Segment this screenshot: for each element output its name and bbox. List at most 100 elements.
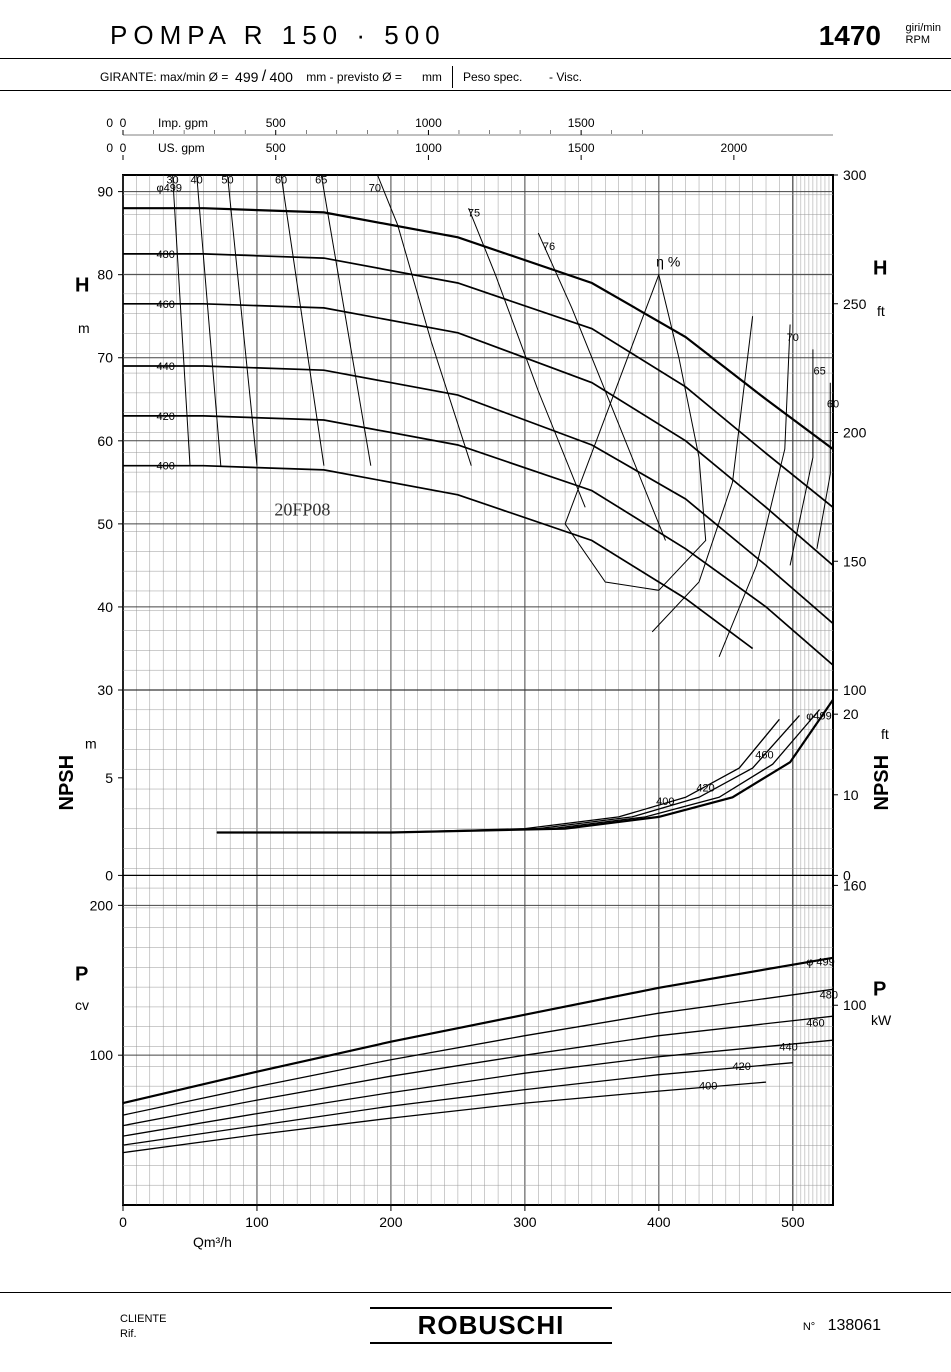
svg-text:m: m <box>78 320 90 336</box>
svg-text:300: 300 <box>843 167 867 183</box>
svg-text:m: m <box>85 736 97 752</box>
svg-text:420: 420 <box>696 782 714 794</box>
svg-text:1000: 1000 <box>415 116 442 130</box>
manufacturer-logo: ROBUSCHI <box>370 1307 612 1344</box>
svg-text:5: 5 <box>105 770 113 786</box>
svg-text:65: 65 <box>813 365 825 377</box>
subheader: GIRANTE: max/min Ø = 499 / 400 mm - prev… <box>100 66 860 88</box>
svg-text:250: 250 <box>843 296 867 312</box>
svg-text:cv: cv <box>75 997 89 1013</box>
rpm-unit: giri/min RPM <box>906 22 941 46</box>
svg-text:70: 70 <box>369 183 381 195</box>
svg-text:420: 420 <box>156 411 174 423</box>
svg-text:NPSH: NPSH <box>871 755 893 811</box>
svg-text:60: 60 <box>827 399 839 411</box>
svg-text:0: 0 <box>106 116 113 130</box>
girante-sep: / <box>262 68 266 86</box>
svg-text:76: 76 <box>543 241 555 253</box>
svg-text:1000: 1000 <box>415 141 442 155</box>
svg-text:300: 300 <box>513 1214 537 1230</box>
rpm-unit-bot: RPM <box>906 34 941 46</box>
svg-text:1500: 1500 <box>568 116 595 130</box>
svg-text:60: 60 <box>97 433 113 449</box>
svg-text:150: 150 <box>843 553 867 569</box>
svg-text:440: 440 <box>779 1042 797 1054</box>
svg-text:20: 20 <box>843 706 859 722</box>
girante-min: 400 <box>270 69 293 85</box>
footer-client: CLIENTE Rif. <box>120 1312 166 1342</box>
svg-text:75: 75 <box>468 208 480 220</box>
svg-text:0: 0 <box>120 141 127 155</box>
svg-text:200: 200 <box>379 1214 403 1230</box>
svg-text:2000: 2000 <box>721 141 748 155</box>
svg-text:40: 40 <box>191 174 203 186</box>
svg-text:100: 100 <box>245 1214 269 1230</box>
svg-text:460: 460 <box>755 749 773 761</box>
svg-text:ft: ft <box>877 303 885 319</box>
num-value: 138061 <box>828 1317 881 1334</box>
svg-text:η %: η % <box>656 253 680 269</box>
svg-text:65: 65 <box>315 174 327 186</box>
num-label: N° <box>803 1321 815 1333</box>
peso-label: Peso spec. <box>463 70 522 84</box>
svg-text:90: 90 <box>97 184 113 200</box>
svg-text:P: P <box>873 978 886 1000</box>
svg-text:0: 0 <box>106 141 113 155</box>
svg-text:70: 70 <box>787 332 799 344</box>
visc-label: - Visc. <box>549 70 582 84</box>
svg-text:500: 500 <box>266 141 286 155</box>
svg-text:500: 500 <box>781 1214 805 1230</box>
svg-text:400: 400 <box>699 1081 717 1093</box>
divider-line <box>0 58 951 59</box>
svg-text:440: 440 <box>156 361 174 373</box>
svg-text:200: 200 <box>843 425 867 441</box>
svg-text:60: 60 <box>275 174 287 186</box>
svg-text:kW: kW <box>871 1012 892 1028</box>
svg-text:480: 480 <box>820 989 838 1001</box>
svg-text:Qm³/h: Qm³/h <box>193 1234 232 1250</box>
svg-text:80: 80 <box>97 267 113 283</box>
svg-text:40: 40 <box>97 599 113 615</box>
header: POMPA R 150 · 500 1470 giri/min RPM <box>0 20 951 60</box>
svg-text:30: 30 <box>97 682 113 698</box>
divider-line-3 <box>0 1292 951 1293</box>
svg-text:φ499: φ499 <box>806 710 832 722</box>
svg-text:200: 200 <box>90 897 114 913</box>
svg-text:20FP08: 20FP08 <box>274 500 330 520</box>
svg-text:100: 100 <box>843 682 867 698</box>
svg-text:P: P <box>75 963 88 985</box>
rpm-value: 1470 <box>819 20 881 52</box>
svg-text:50: 50 <box>221 174 233 186</box>
svg-text:460: 460 <box>156 299 174 311</box>
svg-text:10: 10 <box>843 787 859 803</box>
pump-model-title: POMPA R 150 · 500 <box>110 20 446 51</box>
previsto-unit: mm <box>422 70 442 84</box>
svg-text:0: 0 <box>119 1214 127 1230</box>
girante-label: GIRANTE: max/min Ø = <box>100 70 228 84</box>
page: POMPA R 150 · 500 1470 giri/min RPM GIRA… <box>0 0 951 1372</box>
svg-text:ft: ft <box>881 726 889 742</box>
svg-text:420: 420 <box>733 1061 751 1073</box>
footer: CLIENTE Rif. ROBUSCHI N° 138061 <box>0 1302 951 1362</box>
previsto-label: mm - previsto Ø = <box>306 70 402 84</box>
svg-text:US. gpm: US. gpm <box>158 141 205 155</box>
svg-text:480: 480 <box>156 249 174 261</box>
svg-text:50: 50 <box>97 516 113 532</box>
svg-text:400: 400 <box>647 1214 671 1230</box>
rpm-unit-top: giri/min <box>906 22 941 34</box>
svg-text:30: 30 <box>166 174 178 186</box>
rif-label: Rif. <box>120 1327 166 1342</box>
svg-text:Imp. gpm: Imp. gpm <box>158 116 208 130</box>
svg-text:1500: 1500 <box>568 141 595 155</box>
svg-text:400: 400 <box>656 796 674 808</box>
svg-text:H: H <box>75 274 89 296</box>
svg-text:NPSH: NPSH <box>56 755 78 811</box>
chart-area: Imp. gpm050010001500US. gpm0500100015002… <box>55 100 915 1260</box>
pump-curve-chart: Imp. gpm050010001500US. gpm0500100015002… <box>55 100 915 1260</box>
svg-text:70: 70 <box>97 350 113 366</box>
svg-text:400: 400 <box>156 461 174 473</box>
svg-text:φ 499: φ 499 <box>806 956 835 968</box>
svg-text:500: 500 <box>266 116 286 130</box>
drawing-number: N° 138061 <box>803 1317 881 1335</box>
svg-text:160: 160 <box>843 877 867 893</box>
